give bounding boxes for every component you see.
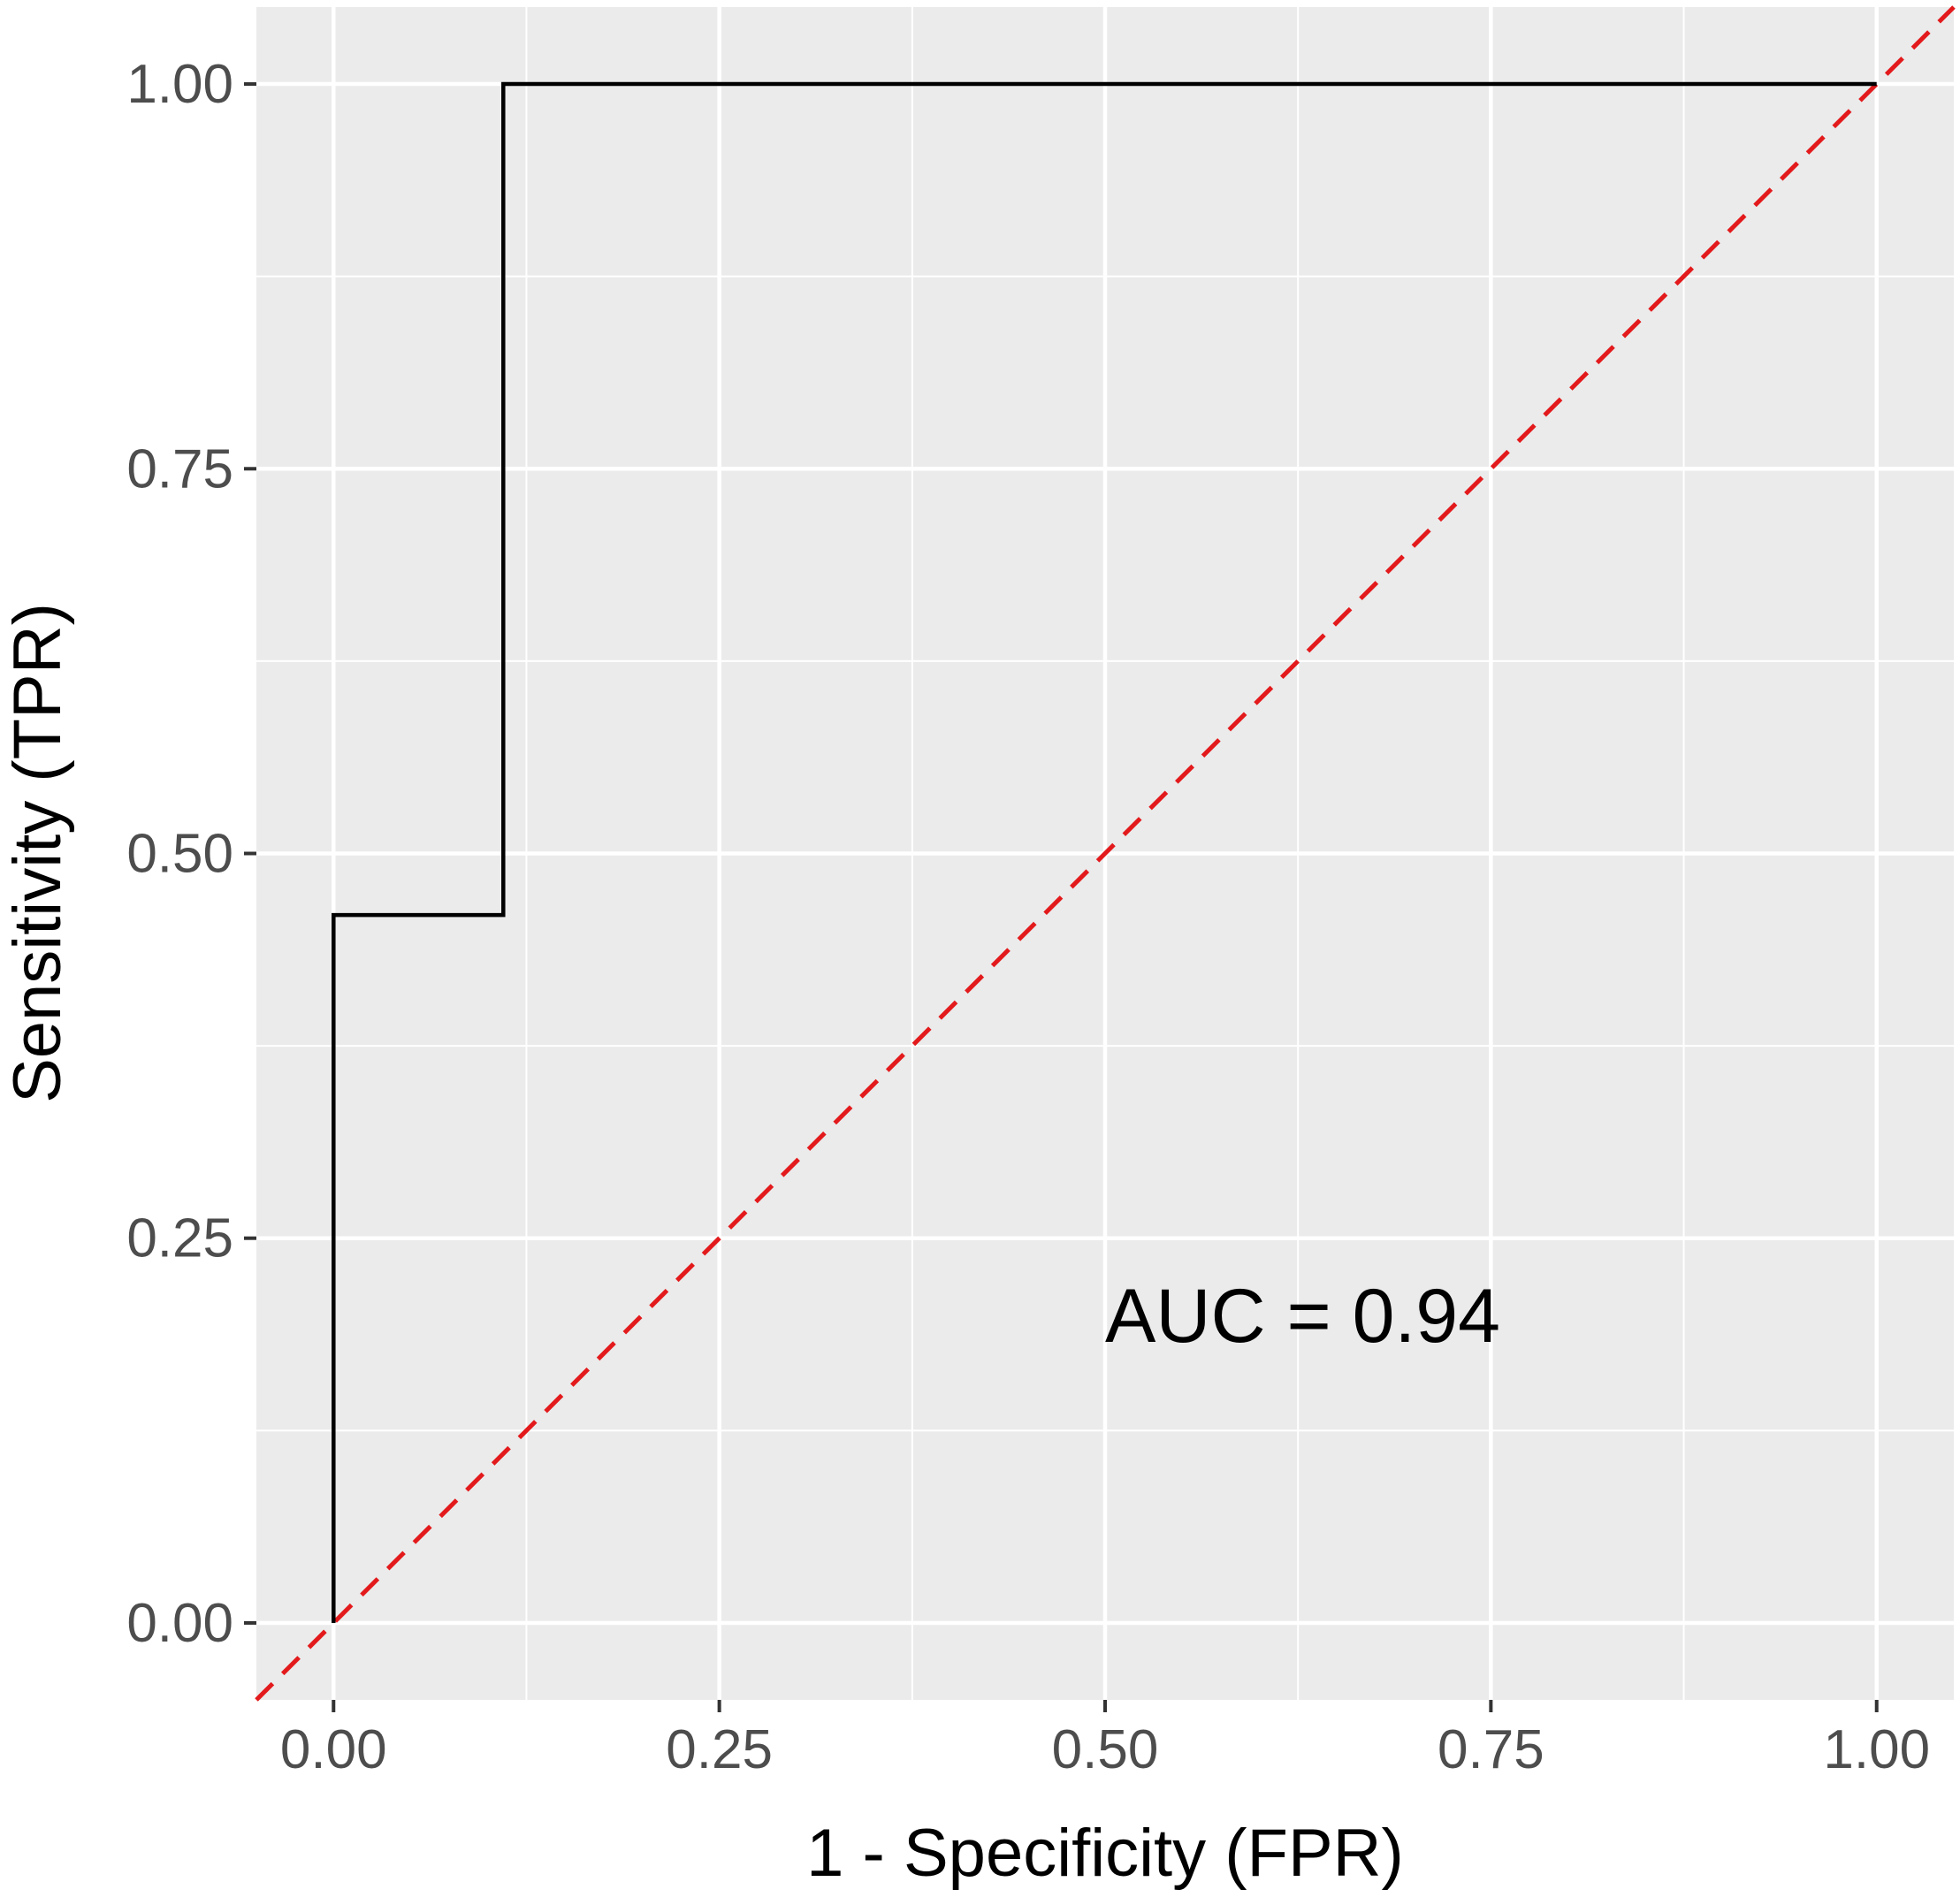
y-tick-label: 0.00 (126, 1593, 233, 1654)
x-axis: 0.00 0.25 0.50 0.75 1.00 (280, 1700, 1930, 1780)
roc-curve (332, 81, 1877, 1623)
reference-diagonal-line (255, 5, 1956, 1702)
y-axis: 0.00 0.25 0.50 0.75 1.00 (126, 54, 256, 1654)
y-tick-label: 0.25 (126, 1208, 233, 1269)
x-tick-label: 0.75 (1438, 1719, 1544, 1780)
x-tick-label: 0.00 (280, 1719, 387, 1780)
auc-annotation: AUC = 0.94 (1105, 1274, 1500, 1359)
x-tick-label: 0.50 (1052, 1719, 1159, 1780)
y-tick-label: 0.75 (126, 438, 233, 499)
y-tick-label: 1.00 (126, 54, 233, 115)
y-axis-title: Sensitivity (TPR) (0, 603, 75, 1103)
x-tick-label: 1.00 (1823, 1719, 1930, 1780)
y-tick-label: 0.50 (126, 824, 233, 885)
series-layer (255, 5, 1956, 1702)
x-axis-title: 1 - Specificity (FPR) (806, 1816, 1404, 1891)
x-tick-label: 0.25 (666, 1719, 773, 1780)
